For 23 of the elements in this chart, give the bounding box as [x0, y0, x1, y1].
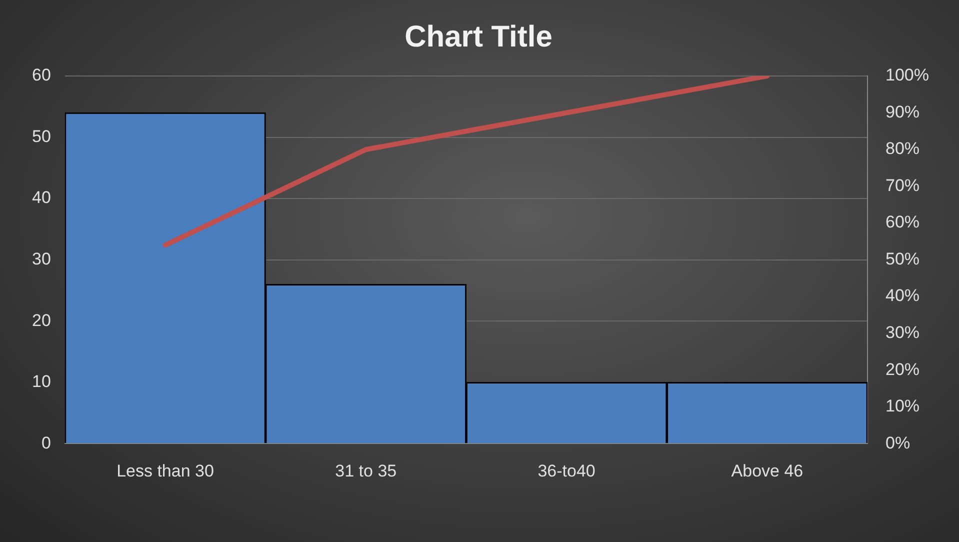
y-tick-label: 40 — [32, 188, 51, 208]
y2-tick-label: 80% — [886, 139, 920, 158]
x-tick-label: Less than 30 — [116, 461, 214, 480]
y2-tick-label: 20% — [886, 360, 920, 379]
y2-tick-label: 50% — [886, 249, 920, 268]
y2-tick-label: 70% — [886, 176, 920, 195]
x-tick-label: 31 to 35 — [335, 461, 397, 480]
x-tick-label: 36-to40 — [538, 461, 596, 480]
y2-tick-label: 100% — [886, 66, 930, 85]
y-tick-label: 20 — [32, 310, 51, 330]
y-tick-label: 10 — [32, 372, 51, 392]
chart-title: Chart Title — [404, 20, 552, 54]
y-tick-label: 0 — [41, 433, 51, 452]
y2-tick-label: 30% — [886, 323, 920, 342]
y2-tick-label: 40% — [886, 286, 920, 306]
y-tick-label: 30 — [32, 249, 51, 268]
y2-tick-label: 60% — [886, 212, 920, 232]
y2-tick-label: 10% — [886, 396, 920, 416]
y2-tick-label: 0% — [886, 433, 910, 452]
y-tick-label: 50 — [32, 126, 51, 146]
y-tick-label: 60 — [32, 66, 51, 85]
x-tick-label: Above 46 — [731, 461, 804, 480]
y2-tick-label: 90% — [886, 102, 920, 122]
